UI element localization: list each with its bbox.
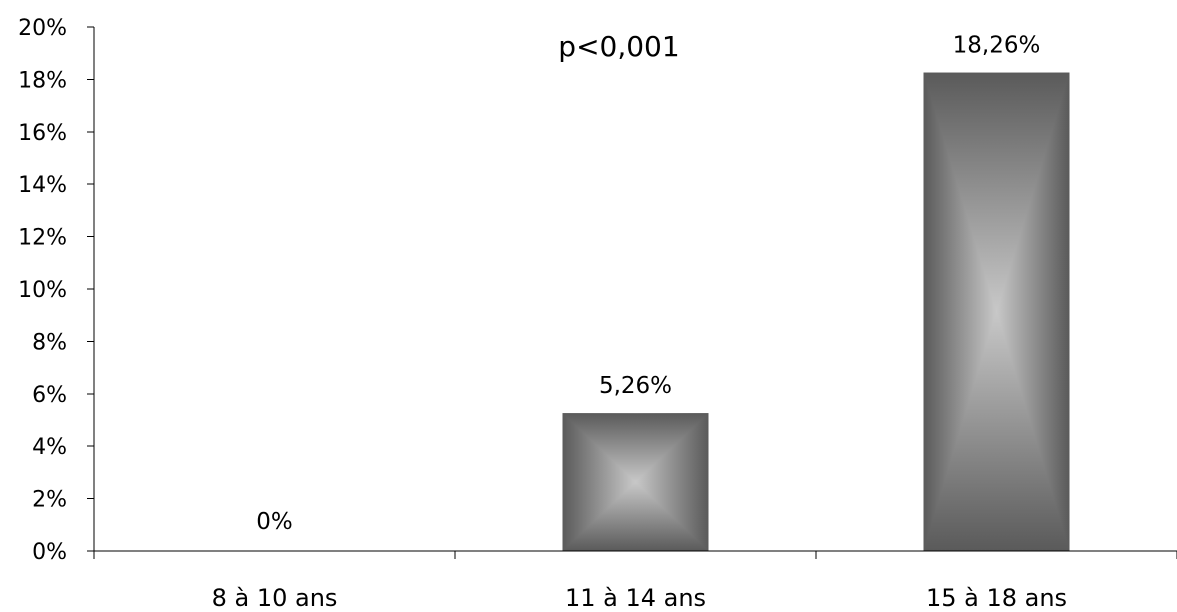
data-labels: 0% 5,26% 18,26% — [256, 33, 1040, 535]
data-label: 5,26% — [599, 373, 672, 399]
y-tick-label: 8% — [32, 330, 67, 355]
y-tick-label: 18% — [18, 68, 67, 93]
y-tick-label: 20% — [18, 16, 67, 41]
x-axis-ticks — [93, 551, 1177, 559]
x-category-label: 8 à 10 ans — [212, 584, 338, 612]
y-tick-label: 10% — [18, 278, 67, 303]
bar — [562, 413, 709, 551]
y-tick-label: 16% — [18, 121, 67, 146]
bars-group — [562, 72, 1070, 551]
x-category-label: 15 à 18 ans — [926, 584, 1067, 612]
y-tick-label: 6% — [32, 383, 67, 408]
data-label: 18,26% — [953, 33, 1041, 59]
x-category-label: 11 à 14 ans — [565, 584, 706, 612]
x-axis-labels: 8 à 10 ans 11 à 14 ans 15 à 18 ans — [212, 584, 1067, 612]
y-axis-ticks: 0% 2% 4% 6% 8% 10% 12% 14% 16% 18% 20% — [18, 16, 94, 565]
y-tick-label: 4% — [32, 435, 67, 460]
bar — [923, 72, 1070, 551]
y-tick-label: 2% — [32, 488, 67, 513]
y-tick-label: 12% — [18, 226, 67, 251]
data-label: 0% — [256, 509, 293, 535]
p-value-annotation: p<0,001 — [558, 30, 679, 63]
y-tick-label: 14% — [18, 173, 67, 198]
bar-fill-vertical — [562, 413, 709, 551]
y-tick-label: 0% — [32, 540, 67, 565]
bar-fill-vertical — [923, 72, 1070, 551]
